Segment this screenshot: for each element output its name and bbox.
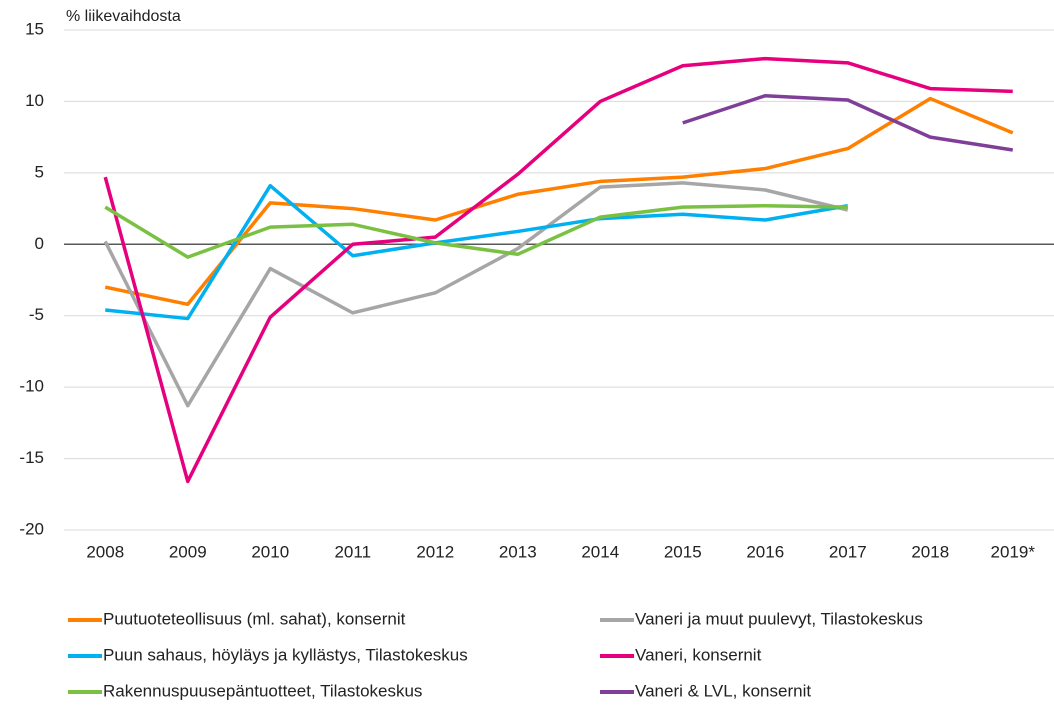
series-line — [103, 181, 849, 408]
series-line — [104, 96, 1014, 307]
y-tick-label: -15 — [19, 448, 44, 467]
x-tick-label: 2016 — [746, 542, 784, 561]
x-tick-label: 2009 — [169, 542, 207, 561]
legend-label: Vaneri & LVL, konsernit — [635, 681, 811, 700]
x-tick-label: 2018 — [911, 542, 949, 561]
x-tick-label: 2019* — [991, 542, 1036, 561]
series-line — [105, 183, 849, 321]
series-line — [104, 203, 848, 259]
legend-label: Vaneri, konsernit — [635, 645, 762, 664]
y-tick-label: 15 — [25, 19, 44, 38]
x-tick-label: 2017 — [829, 542, 867, 561]
y-tick-label: 0 — [35, 234, 44, 253]
x-tick-label: 2008 — [86, 542, 124, 561]
x-tick-label: 2015 — [664, 542, 702, 561]
y-axis-label: % liikevaihdosta — [66, 8, 181, 25]
y-tick-label: -10 — [19, 377, 44, 396]
y-tick-label: 5 — [35, 162, 44, 181]
legend-label: Puutuoteteollisuus (ml. sahat), konserni… — [103, 609, 406, 628]
x-tick-label: 2012 — [416, 542, 454, 561]
x-tick-label: 2013 — [499, 542, 537, 561]
legend-label: Vaneri ja muut puulevyt, Tilastokeskus — [635, 609, 923, 628]
y-tick-label: -5 — [29, 305, 44, 324]
series-line — [103, 56, 1013, 484]
x-tick-label: 2010 — [251, 542, 289, 561]
x-tick-label: 2011 — [334, 542, 371, 561]
y-tick-label: 10 — [25, 91, 44, 110]
y-tick-label: -20 — [19, 519, 44, 538]
legend-label: Puun sahaus, höyläys ja kyllästys, Tilas… — [103, 645, 468, 664]
legend-label: Rakennuspuusepäntuotteet, Tilastokeskus — [103, 681, 422, 700]
series-line — [682, 93, 1014, 152]
x-tick-label: 2014 — [581, 542, 619, 561]
